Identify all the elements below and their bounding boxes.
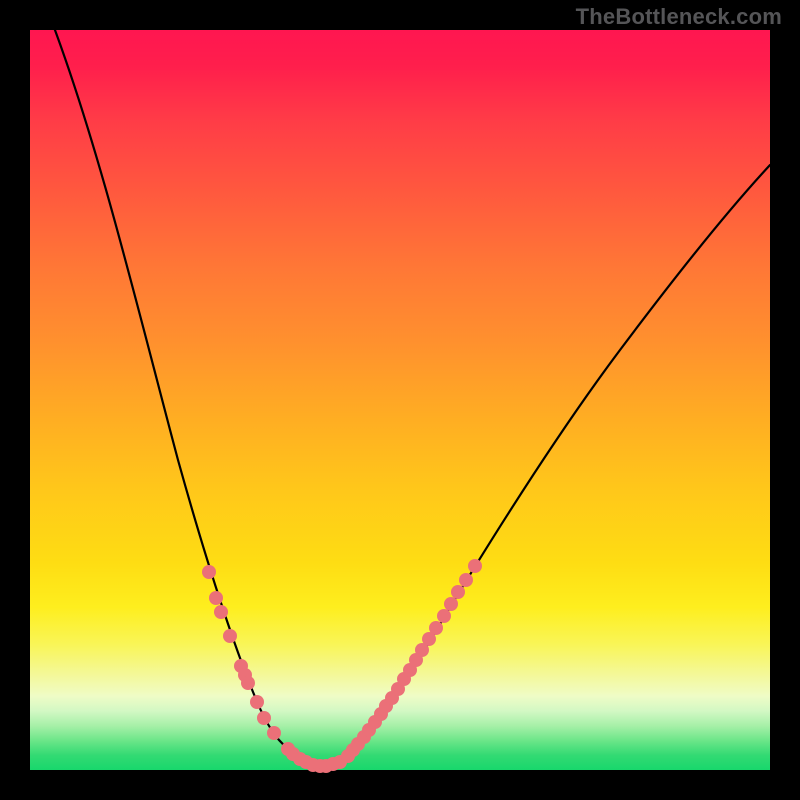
data-marker bbox=[468, 559, 482, 573]
data-marker bbox=[429, 621, 443, 635]
markers-left bbox=[202, 565, 281, 740]
bottleneck-curve bbox=[30, 30, 770, 770]
data-marker bbox=[257, 711, 271, 725]
data-marker bbox=[459, 573, 473, 587]
data-marker bbox=[437, 609, 451, 623]
chart-root: TheBottleneck.com bbox=[0, 0, 800, 800]
markers-right bbox=[341, 559, 482, 763]
curve-left-arm bbox=[52, 22, 302, 760]
data-marker bbox=[250, 695, 264, 709]
data-marker bbox=[451, 585, 465, 599]
data-marker bbox=[267, 726, 281, 740]
data-marker bbox=[241, 676, 255, 690]
data-marker bbox=[214, 605, 228, 619]
plot-area bbox=[30, 30, 770, 770]
watermark-text: TheBottleneck.com bbox=[576, 4, 782, 30]
markers-bottom bbox=[281, 742, 347, 773]
data-marker bbox=[223, 629, 237, 643]
data-marker bbox=[209, 591, 223, 605]
data-marker bbox=[202, 565, 216, 579]
data-marker bbox=[444, 597, 458, 611]
